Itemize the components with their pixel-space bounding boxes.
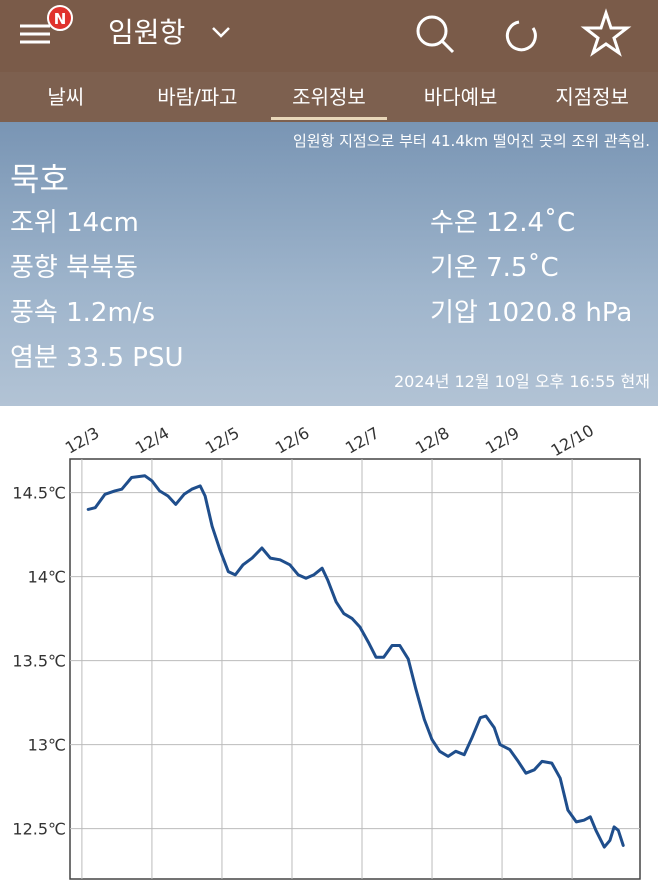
header: N 임원항 (0, 0, 658, 72)
x-tick-label: 12/4 (132, 423, 173, 457)
x-tick-label: 12/8 (412, 423, 453, 457)
stat: 수온 12.4˚C (430, 208, 576, 238)
stat: 조위 14cm (10, 208, 139, 238)
tab[interactable]: 날씨 (47, 85, 85, 109)
x-tick-label: 12/6 (272, 423, 313, 457)
badge-text: N (54, 10, 67, 28)
stat: 풍속 1.2m/s (10, 298, 156, 328)
x-tick-label: 12/7 (342, 423, 383, 457)
dropdown-icon[interactable] (212, 27, 230, 38)
favorite-icon[interactable] (580, 8, 632, 57)
y-tick-label: 13℃ (28, 736, 66, 755)
x-tick-label: 12/5 (202, 423, 243, 457)
stat: 기압 1020.8 hPa (430, 298, 633, 328)
station: 묵호 (10, 160, 69, 198)
tab-bar: 날씨 바람/파고 조위정보 바다예보 지점정보 (0, 72, 658, 122)
refresh-icon[interactable] (505, 20, 537, 52)
x-tick-label: 12/3 (62, 423, 103, 457)
y-tick-label: 14℃ (28, 568, 66, 587)
y-tick-label: 14.5℃ (12, 484, 66, 503)
y-tick-label: 12.5℃ (12, 820, 66, 839)
tide-line (86, 474, 625, 849)
info-panel: 임원항 지점으로 부터 41.4km 떨어진 곳의 조위 관측임. 묵호 조위 … (0, 122, 658, 406)
search-icon[interactable] (416, 15, 455, 54)
tab[interactable]: 바람/파고 (157, 85, 238, 109)
y-tick-label: 13.5℃ (12, 652, 66, 671)
stat: 풍향 북북동 (10, 253, 138, 283)
note: 임원항 지점으로 부터 41.4km 떨어진 곳의 조위 관측임. (292, 132, 650, 150)
plot-frame (69, 458, 641, 880)
x-tick-label: 12/10 (548, 421, 597, 461)
tab[interactable]: 바다예보 (423, 85, 498, 109)
stat: 염분 33.5 PSU (10, 343, 184, 373)
chart: 12.5℃ 13℃ 13.5℃ 14℃ 14.5℃ 12/3 12/4 12/5 12/6 12/… (12, 421, 641, 880)
title[interactable]: 임원항 (108, 16, 185, 49)
header-icons: N 임원항 (20, 5, 632, 57)
tab[interactable]: 지점정보 (555, 85, 629, 109)
stat: 기온 7.5˚C (430, 253, 559, 283)
tab-active[interactable]: 조위정보 (263, 72, 395, 122)
x-tick-label: 12/9 (482, 423, 523, 457)
timestamp: 2024년 12월 10일 오후 16:55 현재 (393, 372, 650, 391)
badge (47, 5, 73, 31)
menu-icon[interactable] (20, 24, 50, 44)
